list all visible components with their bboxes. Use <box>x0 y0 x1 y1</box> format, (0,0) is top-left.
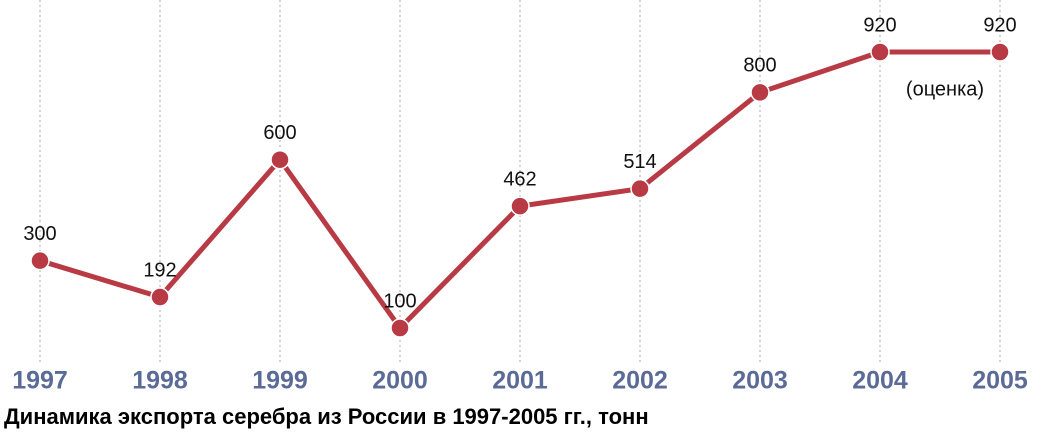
annotation: (оценка) <box>906 78 984 100</box>
x-tick-label: 2003 <box>732 367 788 395</box>
data-label: 300 <box>23 223 56 245</box>
point <box>510 196 530 216</box>
point <box>870 42 890 62</box>
point <box>30 250 50 271</box>
data-label: 100 <box>383 290 416 312</box>
x-tick-label: 1998 <box>132 367 188 395</box>
point <box>990 42 1010 62</box>
data-label: 192 <box>143 259 176 281</box>
data-label: 600 <box>263 122 296 144</box>
data-label: 462 <box>503 168 536 190</box>
x-tick-label: 1997 <box>12 367 68 395</box>
chart-title: Динамика экспорта серебра из России в 19… <box>4 404 649 429</box>
x-tick-label: 1999 <box>252 367 308 395</box>
x-tick-label: 2002 <box>612 367 668 395</box>
x-tick-label: 2001 <box>492 367 548 395</box>
data-label: 514 <box>623 151 656 173</box>
data-label: 920 <box>863 14 896 36</box>
x-tick-label: 2005 <box>972 367 1028 395</box>
point <box>270 149 290 170</box>
point <box>750 82 770 103</box>
point <box>630 178 650 199</box>
x-tick-label: 2004 <box>852 367 908 395</box>
point <box>150 287 170 307</box>
x-tick-label: 2000 <box>372 367 428 395</box>
point <box>390 318 410 338</box>
data-label: 800 <box>743 55 776 77</box>
data-label: 920 <box>983 14 1016 36</box>
